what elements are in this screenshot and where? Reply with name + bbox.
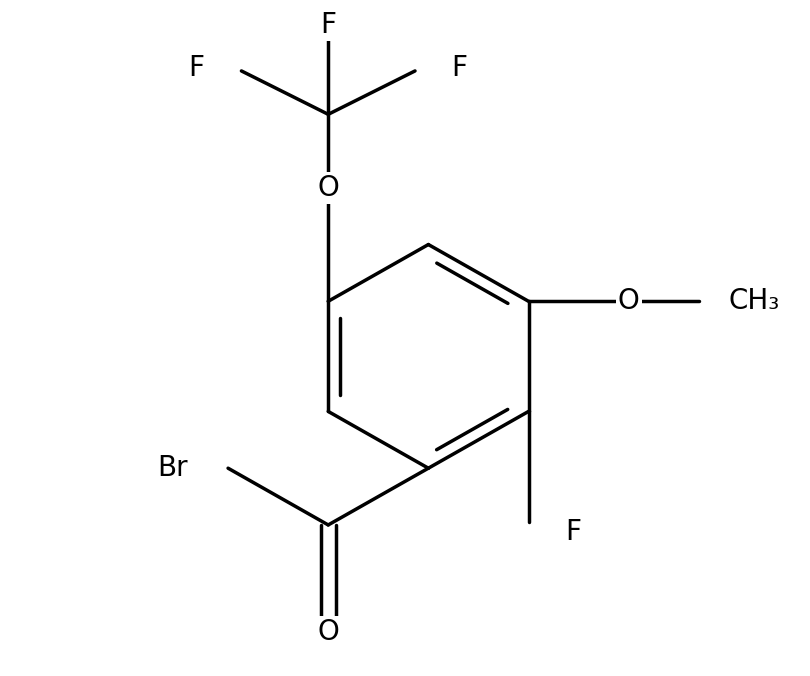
Text: F: F (189, 53, 205, 82)
Text: F: F (452, 53, 467, 82)
Text: O: O (618, 287, 640, 315)
Text: O: O (318, 618, 339, 646)
Text: CH₃: CH₃ (729, 287, 780, 315)
Text: F: F (565, 518, 582, 546)
Text: O: O (318, 174, 339, 201)
Text: Br: Br (157, 454, 188, 482)
Text: F: F (320, 11, 336, 39)
